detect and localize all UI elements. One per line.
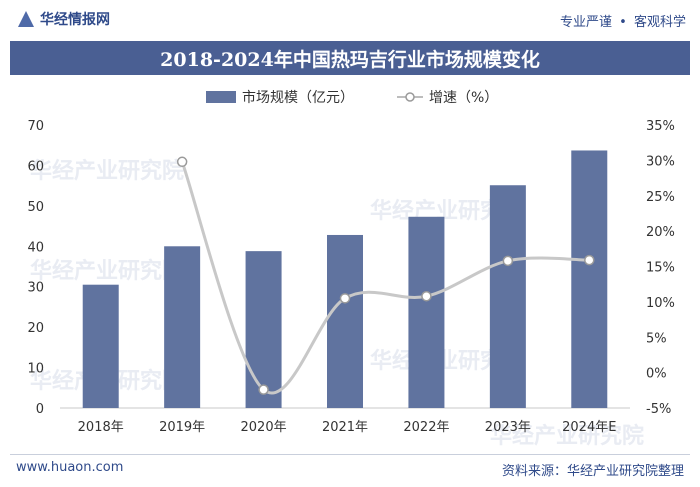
x-axis-tick: 2023年 [485, 420, 531, 435]
right-axis-tick: 5% [646, 331, 667, 346]
legend-bar-label: 市场规模（亿元） [242, 89, 354, 106]
bar [82, 284, 119, 408]
tagline-left: 专业严谨 [560, 15, 613, 30]
brand-name: 华经情报网 [40, 12, 110, 28]
right-axis-tick: 35% [646, 119, 675, 134]
x-axis-tick: 2024年E [562, 420, 616, 435]
x-axis-tick: 2018年 [78, 420, 124, 435]
bars [82, 150, 608, 408]
growth-point [502, 255, 514, 267]
x-axis-tick: 2019年 [159, 420, 205, 435]
left-axis-tick: 50 [27, 200, 44, 215]
left-axis-tick: 30 [27, 281, 44, 296]
growth-point [584, 254, 595, 266]
source-note: 资料来源：华经产业研究院整理 [501, 464, 684, 479]
site-link[interactable]: www.huaon.com [16, 460, 124, 475]
chart: 华经产业研究院华经产业研究院华经产业研究院华经产业研究院华经产业研究院华经产业研… [0, 78, 700, 452]
tagline: 专业严谨 • 客观科学 [560, 11, 686, 30]
right-axis-tick: 30% [646, 154, 675, 169]
bar [408, 216, 445, 408]
left-axis-tick: 60 [27, 159, 44, 174]
footer-divider [10, 454, 690, 455]
axes: 0 10 20 30 40 50 60 70 -5% 0% 5% 10% 15% 20% 25% 30% 35%… [27, 119, 674, 435]
right-axis-tick: 25% [646, 190, 675, 205]
bar [489, 185, 526, 408]
footer: www.huaon.com 资料来源：华经产业研究院整理 [0, 452, 700, 487]
growth-point [176, 156, 188, 168]
right-axis-tick: -5% [646, 402, 671, 417]
bar [327, 234, 363, 408]
brand-logo-icon [18, 11, 34, 27]
brand: 华经情报网 [18, 9, 110, 29]
legend-bar-swatch [206, 91, 236, 103]
growth-line [176, 156, 595, 395]
tagline-right: 客观科学 [633, 15, 686, 30]
bar [571, 150, 608, 408]
bar [245, 251, 282, 408]
legend-line-label: 增速（%） [429, 90, 498, 106]
top-bar: 华经情报网 专业严谨 • 客观科学 [0, 0, 700, 40]
right-axis-tick: 15% [646, 261, 675, 276]
bullet-icon: • [619, 15, 627, 30]
growth-point [339, 293, 351, 304]
right-axis-tick: 10% [646, 296, 675, 311]
legend-line-marker [405, 92, 415, 102]
growth-point [258, 384, 269, 395]
watermark-text: 华经产业研究院 [490, 423, 644, 449]
left-axis-tick: 70 [27, 119, 44, 134]
x-axis-tick: 2021年 [322, 420, 368, 435]
chart-svg: 华经产业研究院华经产业研究院华经产业研究院华经产业研究院华经产业研究院华经产业研… [27, 89, 674, 449]
watermark-text: 华经产业研究院 [30, 258, 184, 284]
legend: 市场规模（亿元） 增速（%） [206, 89, 498, 106]
right-axis-tick: 0% [646, 367, 667, 382]
bar [164, 246, 201, 408]
page-title: 2018-2024年中国热玛吉行业市场规模变化 [10, 41, 690, 75]
right-axis-tick: 20% [646, 225, 675, 240]
left-axis-tick: 40 [27, 240, 44, 255]
x-axis-tick: 2020年 [241, 420, 287, 435]
x-axis-tick: 2022年 [403, 420, 449, 435]
left-axis-tick: 10 [27, 362, 44, 377]
left-axis-tick: 0 [36, 402, 44, 417]
growth-point [421, 290, 432, 302]
watermark-text: 华经产业研究院 [30, 158, 184, 184]
left-axis-tick: 20 [27, 321, 44, 336]
